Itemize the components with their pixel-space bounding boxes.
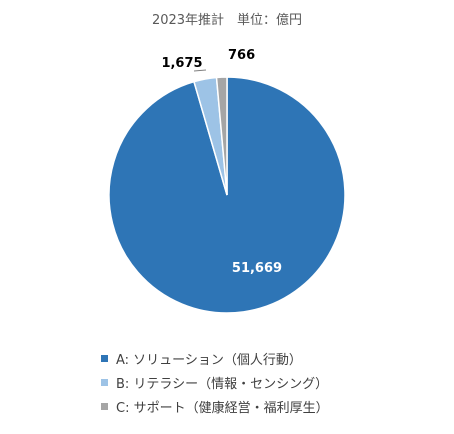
legend-label-a: A: ソリューション（個人行動） [116,352,302,368]
legend-swatch-b [101,378,108,386]
legend-swatch-c [101,402,108,410]
data-label-b: 1,675 [161,56,202,71]
legend-item-b: B: リテラシー（情報・センシング） [101,370,329,394]
legend-item-a: A: ソリューション（個人行動） [101,346,329,370]
legend-label-b: B: リテラシー（情報・センシング） [116,376,329,392]
legend-swatch-a [101,354,108,362]
legend: A: ソリューション（個人行動） B: リテラシー（情報・センシング） C: サ… [101,346,329,418]
data-label-c: 766 [228,48,255,63]
leader-line-b [193,69,207,72]
pie-slice-c [215,76,228,196]
data-label-a: 51,669 [232,261,282,276]
legend-label-c: C: サポート（健康経営・福利厚生） [116,400,329,416]
chart-title: 2023年推計 単位：億円 [151,13,303,28]
legend-item-c: C: サポート（健康経営・福利厚生） [101,394,329,418]
